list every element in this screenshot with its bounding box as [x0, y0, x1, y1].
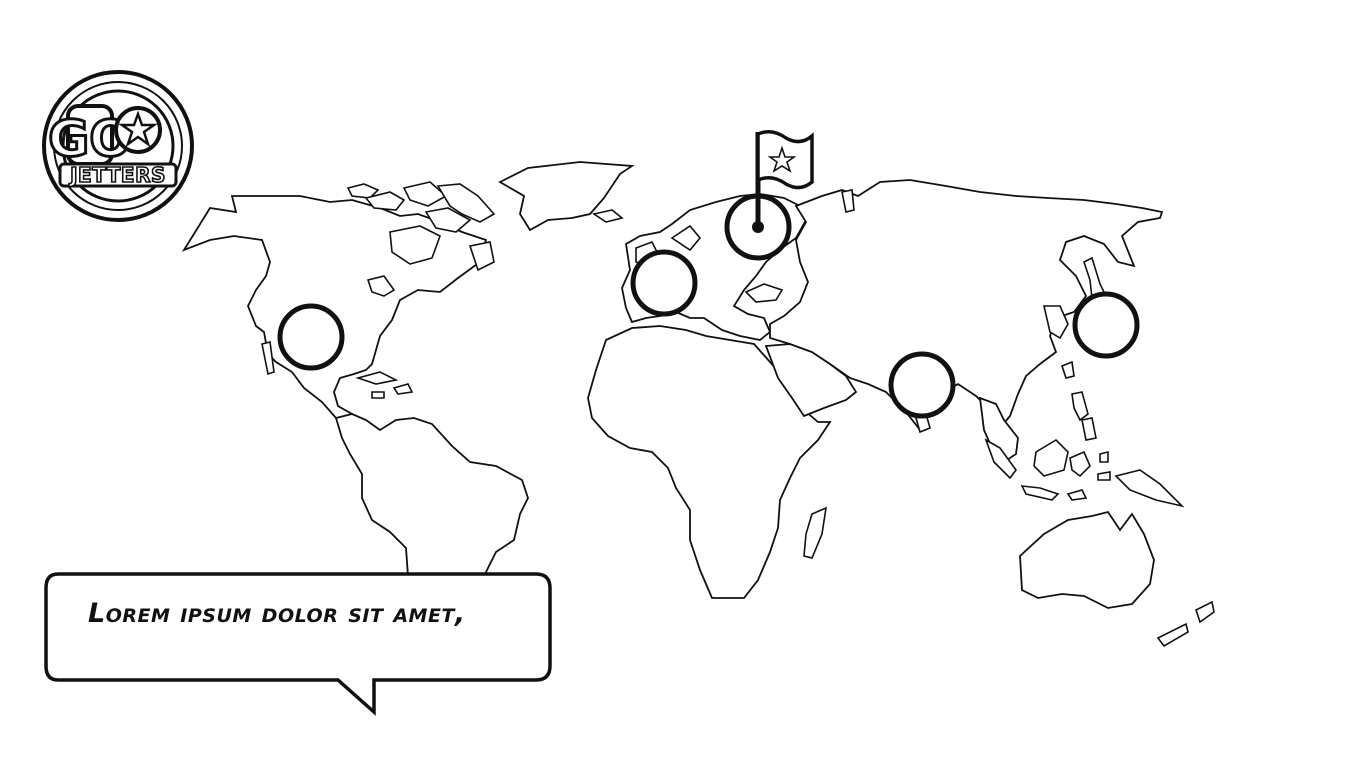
asia: [769, 179, 1164, 432]
korea: [1042, 305, 1069, 340]
new-zealand: [1195, 600, 1215, 624]
caribbean-island: [371, 391, 385, 399]
destination-marker-north-america[interactable]: [277, 303, 345, 371]
philippines: [1081, 417, 1097, 441]
star-icon: [767, 145, 797, 173]
greenland: [498, 161, 635, 232]
speech-bubble: [44, 572, 552, 716]
destination-marker-east-asia[interactable]: [1072, 291, 1140, 359]
iceland: [591, 209, 624, 223]
philippines: [1071, 391, 1089, 422]
australia: [1019, 510, 1155, 609]
star-icon: [114, 106, 162, 154]
arctic-island: [389, 225, 441, 265]
black-sea: [744, 283, 784, 303]
cuba: [355, 371, 399, 385]
hudson-island: [366, 275, 396, 297]
logo-jetters-text: JETTERS: [68, 163, 166, 187]
sumatra: [984, 438, 1017, 480]
south-america: [334, 413, 529, 601]
taiwan: [1061, 360, 1075, 379]
java: [1020, 485, 1060, 501]
north-america-landmass: [181, 195, 488, 430]
small-island: [1066, 489, 1088, 501]
new-zealand: [1156, 622, 1189, 648]
baja-california: [261, 341, 275, 376]
arctic-island: [364, 191, 406, 211]
destination-marker-europe[interactable]: [630, 249, 698, 317]
flag-star-icon: [752, 130, 814, 233]
new-guinea: [1114, 469, 1185, 508]
small-island: [1099, 450, 1109, 463]
destination-marker-india[interactable]: [888, 351, 956, 419]
small-island: [1097, 471, 1111, 481]
borneo: [1033, 438, 1069, 477]
arctic-island: [346, 183, 380, 199]
siberian-island: [841, 189, 855, 213]
scandinavia-detail: [670, 224, 702, 252]
caribbean-island: [392, 383, 414, 395]
dialog-text: Lorem ipsum dolor sit amet,: [88, 598, 466, 629]
arctic-island: [436, 183, 496, 223]
sulawesi: [1069, 450, 1091, 478]
africa: [587, 325, 832, 599]
arctic-island: [402, 181, 448, 207]
arctic-island: [468, 241, 495, 272]
arctic-island: [424, 207, 472, 233]
madagascar: [803, 506, 828, 559]
go-jetters-logo: GO JETTERS: [42, 70, 194, 222]
southeast-asia: [978, 396, 1019, 464]
